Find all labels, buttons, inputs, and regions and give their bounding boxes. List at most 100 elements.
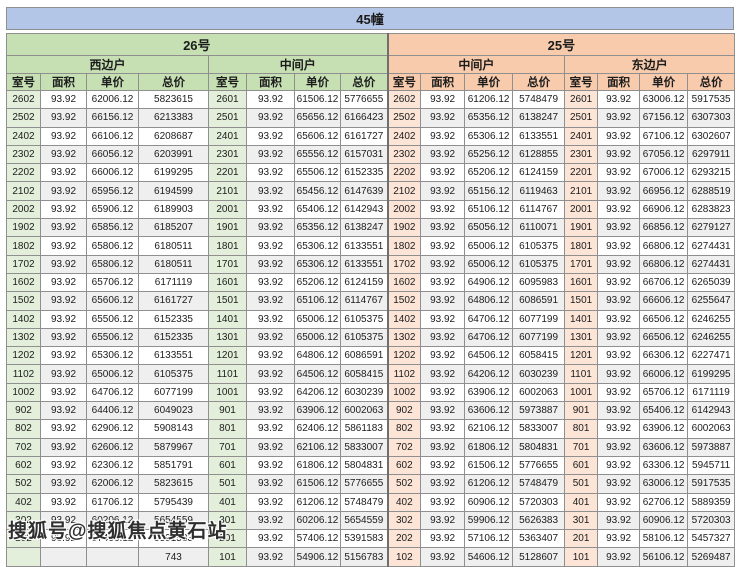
room-cell: 1402 <box>386 309 422 329</box>
value-cell: 6002063 <box>687 419 736 439</box>
value-cell: 64506.12 <box>294 364 341 384</box>
value-cell: 93.92 <box>246 181 295 201</box>
room-cell: 2301 <box>208 144 247 165</box>
room-cell: 1402 <box>6 309 41 329</box>
table-row: 2102 93.92 65956.12 6194599 2101 93.92 65456.1… <box>6 181 736 201</box>
value-cell: 5654559 <box>138 510 209 531</box>
value-cell: 62706.12 <box>639 492 689 512</box>
value-cell: 93.92 <box>420 492 466 512</box>
value-cell: 6138247 <box>339 218 389 238</box>
value-cell: 93.92 <box>40 455 87 476</box>
value-cell: 93.92 <box>40 126 87 146</box>
value-cell: 63006.12 <box>639 474 689 494</box>
value-cell: 66156.12 <box>86 108 139 128</box>
value-cell: 6152335 <box>339 163 389 183</box>
value-cell: 93.92 <box>597 474 641 494</box>
value-cell: 63906.12 <box>639 419 689 439</box>
value-cell: 93.92 <box>246 382 295 403</box>
room-cell: 1401 <box>208 309 247 329</box>
value-cell: 5391583 <box>339 529 389 549</box>
value-cell: 93.92 <box>597 510 641 531</box>
value-cell: 93.92 <box>246 163 295 183</box>
value-cell: 6058415 <box>512 346 566 366</box>
value-cell: 5879967 <box>138 437 209 457</box>
building-header-row: 26号 25号 <box>5 33 736 56</box>
value-cell: 64706.12 <box>464 327 514 348</box>
room-cell: 1501 <box>208 291 247 311</box>
room-cell: 701 <box>564 437 599 457</box>
value-cell: 93.92 <box>597 492 641 512</box>
value-cell: 6199295 <box>687 364 736 384</box>
room-cell: 1101 <box>564 364 599 384</box>
value-cell: 6189903 <box>138 199 209 220</box>
table-row: 1002 93.92 64706.12 6077199 1001 93.92 64206.1… <box>6 382 736 403</box>
room-cell: 1902 <box>386 218 422 238</box>
value-cell: 67006.12 <box>639 163 689 183</box>
value-cell: 6105375 <box>339 327 389 348</box>
column-header: 单价 <box>639 73 689 91</box>
value-cell: 5861183 <box>339 419 389 439</box>
value-cell: 93.92 <box>420 272 466 293</box>
value-cell: 65606.12 <box>294 126 341 146</box>
value-cell: 6265039 <box>687 272 736 293</box>
room-cell: 201 <box>208 529 247 549</box>
room-cell: 1602 <box>386 272 422 293</box>
value-cell: 93.92 <box>246 547 295 567</box>
value-cell: 93.92 <box>597 327 641 348</box>
value-cell: 64206.12 <box>464 364 514 384</box>
value-cell: 65306.12 <box>294 254 341 274</box>
column-header: 单价 <box>464 73 514 91</box>
value-cell: 60206.12 <box>294 510 341 531</box>
value-cell: 6030239 <box>512 364 566 384</box>
value-cell: 93.92 <box>420 327 466 348</box>
value-cell: 64706.12 <box>464 309 514 329</box>
value-cell: 93.92 <box>40 89 87 110</box>
value-cell: 93.92 <box>246 291 295 311</box>
value-cell: 5156783 <box>339 547 389 567</box>
value-cell: 6133551 <box>512 126 566 146</box>
room-cell: 1801 <box>208 236 247 256</box>
value-cell: 5391583 <box>138 529 209 549</box>
value-cell: 6171119 <box>138 272 209 293</box>
value-cell: 65006.12 <box>86 364 139 384</box>
value-cell: 93.92 <box>246 108 295 128</box>
value-cell: 93.92 <box>597 272 641 293</box>
column-header-row: 室号 面积 单价 总价 室号 面积 单价 总价 室号 面积 单价 总价 室号 面积 单价 总价 <box>6 73 736 91</box>
value-cell: 6180511 <box>138 236 209 256</box>
room-cell: 101 <box>564 547 599 567</box>
value-cell: 65856.12 <box>86 218 139 238</box>
value-cell: 6274431 <box>687 236 736 256</box>
room-cell: 802 <box>386 419 422 439</box>
unit-header-middle-left: 中间户 <box>207 55 389 74</box>
value-cell: 93.92 <box>420 474 466 494</box>
value-cell: 93.92 <box>597 346 641 366</box>
value-cell: 93.92 <box>420 254 466 274</box>
value-cell: 6213383 <box>138 108 209 128</box>
table-row: 302 93.92 60206.12 5654559 301 93.92 60206.12 5… <box>6 510 736 531</box>
value-cell: 61206.12 <box>294 492 341 512</box>
room-cell: 2102 <box>6 181 41 201</box>
value-cell: 61506.12 <box>294 474 341 494</box>
value-cell: 5851791 <box>138 455 209 476</box>
room-cell: 901 <box>208 401 247 421</box>
value-cell: 63006.12 <box>639 89 689 110</box>
value-cell: 93.92 <box>597 437 641 457</box>
value-cell: 66806.12 <box>639 254 689 274</box>
value-cell: 93.92 <box>420 455 466 476</box>
room-cell: 601 <box>208 455 247 476</box>
value-cell: 93.92 <box>597 364 641 384</box>
value-cell: 93.92 <box>420 510 466 531</box>
value-cell: 93.92 <box>246 401 295 421</box>
value-cell: 6124159 <box>339 272 389 293</box>
value-cell: 93.92 <box>420 291 466 311</box>
value-cell: 93.92 <box>40 529 87 549</box>
column-header: 总价 <box>687 73 736 91</box>
room-cell: 2301 <box>564 144 599 165</box>
value-cell: 65006.12 <box>464 236 514 256</box>
value-cell: 65806.12 <box>86 236 139 256</box>
building-block-title: 45幢 <box>6 7 734 30</box>
value-cell: 66606.12 <box>639 291 689 311</box>
value-cell: 62106.12 <box>294 437 341 457</box>
value-cell: 6246255 <box>687 309 736 329</box>
value-cell: 93.92 <box>40 199 87 220</box>
